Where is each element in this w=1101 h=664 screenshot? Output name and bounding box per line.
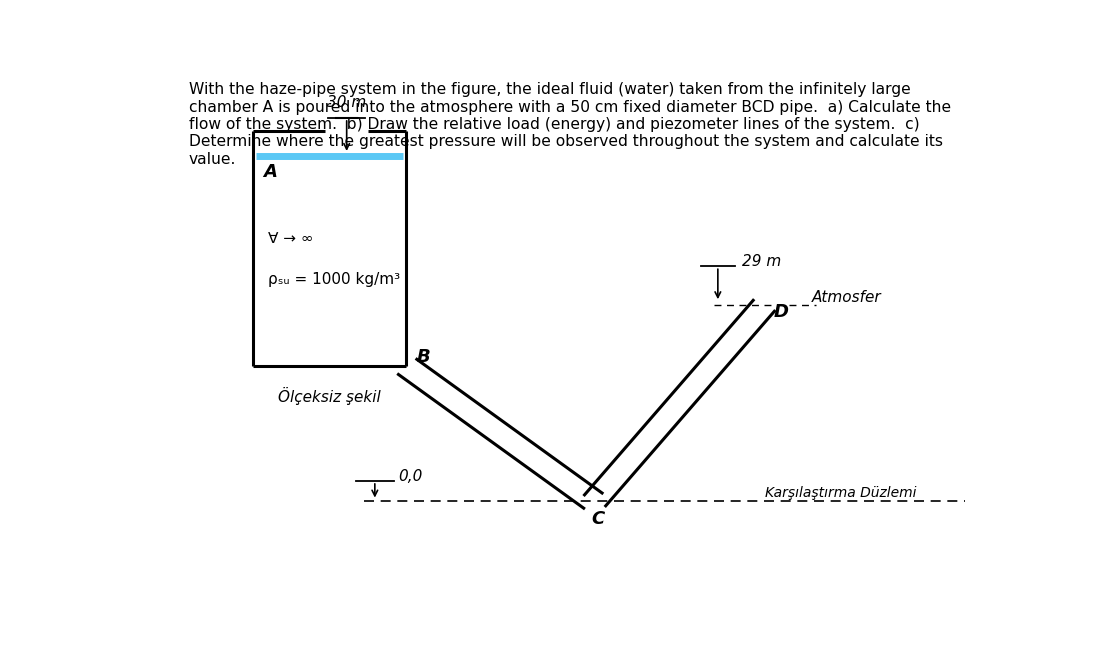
Text: A: A [263,163,277,181]
Text: Atmosfer: Atmosfer [811,290,881,305]
Text: Ölçeksiz şekil: Ölçeksiz şekil [279,386,381,405]
Text: ρₛᵤ = 1000 kg/m³: ρₛᵤ = 1000 kg/m³ [269,272,401,288]
Text: ∀ → ∞: ∀ → ∞ [269,231,314,246]
Text: 29 m: 29 m [742,254,781,269]
Text: B: B [416,348,430,366]
Text: 0,0: 0,0 [399,469,423,485]
Text: Karşılaştırma Düzlemi: Karşılaştırma Düzlemi [765,487,916,501]
Text: C: C [591,511,606,529]
Text: With the haze-pipe system in the figure, the ideal fluid (water) taken from the : With the haze-pipe system in the figure,… [189,82,951,167]
Text: 30 m: 30 m [327,96,367,110]
Text: D: D [773,303,788,321]
